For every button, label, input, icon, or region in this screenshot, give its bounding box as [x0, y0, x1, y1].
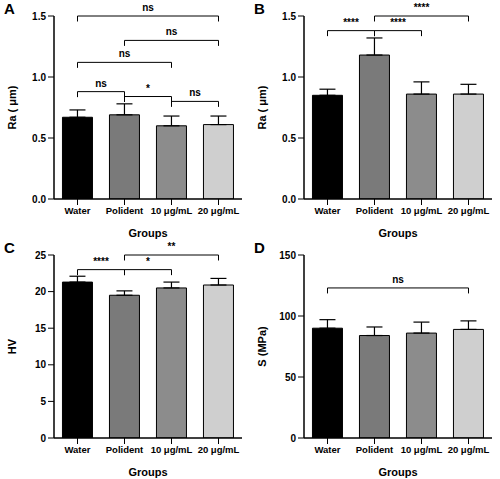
- svg-text:15: 15: [35, 323, 47, 334]
- svg-text:*: *: [146, 256, 150, 267]
- svg-text:Groups: Groups: [128, 227, 167, 239]
- svg-text:*: *: [146, 83, 150, 94]
- svg-text:20: 20: [35, 286, 47, 297]
- svg-text:150: 150: [279, 250, 296, 261]
- svg-text:ns: ns: [119, 48, 131, 59]
- svg-text:0: 0: [40, 433, 46, 444]
- svg-text:Groups: Groups: [378, 466, 417, 478]
- svg-text:20 μg/mL: 20 μg/mL: [448, 444, 490, 455]
- svg-text:Polident: Polident: [356, 205, 394, 216]
- svg-text:0.0: 0.0: [32, 194, 46, 205]
- svg-text:10 μg/mL: 10 μg/mL: [401, 444, 443, 455]
- svg-text:Ra ( μm): Ra ( μm): [8, 85, 18, 129]
- html-text:B: B: [254, 0, 265, 17]
- svg-text:Groups: Groups: [128, 466, 167, 478]
- svg-text:10 μg/mL: 10 μg/mL: [151, 205, 193, 216]
- html-text:D: D: [254, 239, 265, 256]
- svg-text:****: ****: [390, 17, 406, 28]
- svg-text:Polident: Polident: [106, 444, 144, 455]
- svg-text:Groups: Groups: [378, 227, 417, 239]
- svg-text:ns: ns: [142, 2, 154, 13]
- svg-text:S (MPa): S (MPa): [256, 326, 268, 367]
- svg-text:ns: ns: [392, 274, 404, 285]
- svg-text:ns: ns: [95, 78, 107, 89]
- svg-text:5: 5: [40, 396, 46, 407]
- svg-text:****: ****: [414, 2, 430, 13]
- svg-text:Polident: Polident: [356, 444, 394, 455]
- svg-text:**: **: [168, 241, 176, 252]
- svg-text:Water: Water: [314, 444, 340, 455]
- svg-text:10 μg/mL: 10 μg/mL: [401, 205, 443, 216]
- svg-text:Ra ( μm): Ra ( μm): [256, 85, 268, 129]
- svg-text:Polident: Polident: [106, 205, 144, 216]
- svg-text:100: 100: [279, 311, 296, 322]
- svg-text:0.0: 0.0: [282, 194, 296, 205]
- svg-text:25: 25: [35, 250, 47, 261]
- svg-text:20 μg/mL: 20 μg/mL: [198, 205, 240, 216]
- svg-text:20 μg/mL: 20 μg/mL: [198, 444, 240, 455]
- svg-text:20 μg/mL: 20 μg/mL: [448, 205, 490, 216]
- svg-text:1.5: 1.5: [32, 11, 46, 22]
- html-text:C: C: [4, 239, 15, 256]
- svg-text:0: 0: [290, 433, 296, 444]
- html-text:A: A: [4, 0, 15, 17]
- svg-text:ns: ns: [189, 87, 201, 98]
- svg-text:1.0: 1.0: [32, 72, 46, 83]
- svg-text:1.5: 1.5: [282, 11, 296, 22]
- svg-text:50: 50: [285, 372, 297, 383]
- svg-text:10 μg/mL: 10 μg/mL: [151, 444, 193, 455]
- svg-text:****: ****: [93, 256, 109, 267]
- svg-text:0.5: 0.5: [32, 133, 46, 144]
- svg-text:HV: HV: [8, 338, 18, 354]
- svg-text:ns: ns: [166, 26, 178, 37]
- svg-text:10: 10: [35, 359, 47, 370]
- svg-text:0.5: 0.5: [282, 133, 296, 144]
- svg-text:****: ****: [343, 17, 359, 28]
- svg-text:Water: Water: [64, 444, 90, 455]
- svg-text:Water: Water: [64, 205, 90, 216]
- svg-text:Water: Water: [314, 205, 340, 216]
- svg-text:1.0: 1.0: [282, 72, 296, 83]
